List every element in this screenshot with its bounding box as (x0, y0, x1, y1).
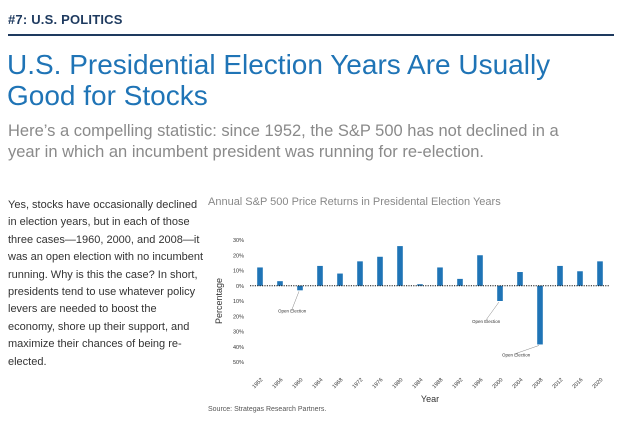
y-tick-label: 30% (233, 330, 244, 336)
bar-2016 (577, 271, 583, 286)
y-tick-label: 0% (236, 284, 244, 290)
source-note: Source: Strategas Research Partners. (208, 406, 327, 413)
section-label: #7: U.S. POLITICS (8, 12, 123, 27)
bar-1952 (257, 267, 263, 286)
chart-title: Annual S&P 500 Price Returns in Presiden… (208, 196, 501, 208)
x-tick-label: 1976 (372, 377, 385, 390)
y-tick-label: 20% (233, 314, 244, 320)
x-tick-label: 2012 (552, 377, 565, 390)
bar-1984 (417, 284, 423, 286)
annotation-open-election: Open Election (472, 319, 501, 324)
x-tick-label: 1992 (452, 377, 465, 390)
x-tick-label: 2008 (532, 377, 545, 390)
x-tick-label: 1964 (312, 377, 325, 390)
x-tick-label: 1980 (392, 377, 405, 390)
y-tick-label: 30% (233, 238, 244, 244)
bar-1980 (397, 246, 403, 286)
y-tick-label: 10% (233, 299, 244, 305)
page-title: U.S. Presidential Election Years Are Usu… (7, 49, 551, 111)
page-subtitle: Here’s a compelling statistic: since 195… (8, 122, 559, 161)
bar-1968 (337, 273, 343, 286)
annotation-leader (515, 345, 540, 354)
section-divider (8, 34, 614, 36)
x-axis-label: Year (421, 394, 439, 404)
bar-2000 (497, 285, 503, 301)
y-tick-label: 50% (233, 360, 244, 366)
x-tick-label: 2000 (492, 377, 505, 390)
y-tick-label: 20% (233, 253, 244, 259)
x-tick-label: 1996 (472, 377, 485, 390)
annotation-open-election: Open Election (278, 308, 307, 313)
annotation-leader (485, 301, 500, 321)
bar-1988 (437, 267, 443, 286)
x-tick-label: 2004 (512, 377, 525, 390)
annotation-leader (291, 291, 300, 310)
bar-1976 (377, 256, 383, 286)
bar-1972 (357, 261, 363, 286)
bar-1956 (277, 281, 283, 286)
bar-1996 (477, 255, 483, 286)
body-paragraph: Yes, stocks have occasionally declined i… (8, 199, 204, 368)
annotation-open-election: Open Election (502, 352, 531, 357)
x-tick-label: 1988 (432, 377, 445, 390)
bar-2012 (557, 265, 563, 286)
x-tick-label: 1984 (412, 377, 425, 390)
y-tick-label: 40% (233, 345, 244, 351)
x-tick-label: 1956 (272, 377, 285, 390)
bar-1964 (317, 265, 323, 286)
bar-1960 (297, 285, 303, 291)
bar-2008 (537, 285, 543, 345)
bar-1992 (457, 278, 463, 286)
x-tick-label: 1972 (352, 377, 365, 390)
y-axis-label: Percentage (214, 278, 224, 324)
bar-2004 (517, 272, 523, 286)
x-tick-label: 2016 (572, 377, 585, 390)
election-returns-chart: 30% 20% 10% 0% 10% 20% 30% 40% 50% Percentage Open… (214, 238, 610, 404)
x-tick-label: 1968 (332, 377, 345, 390)
x-tick-label: 1960 (292, 377, 305, 390)
x-tick-label: 1952 (252, 377, 265, 390)
x-tick-label: 2020 (592, 377, 605, 390)
y-tick-label: 10% (233, 269, 244, 275)
bar-2020 (597, 261, 603, 286)
